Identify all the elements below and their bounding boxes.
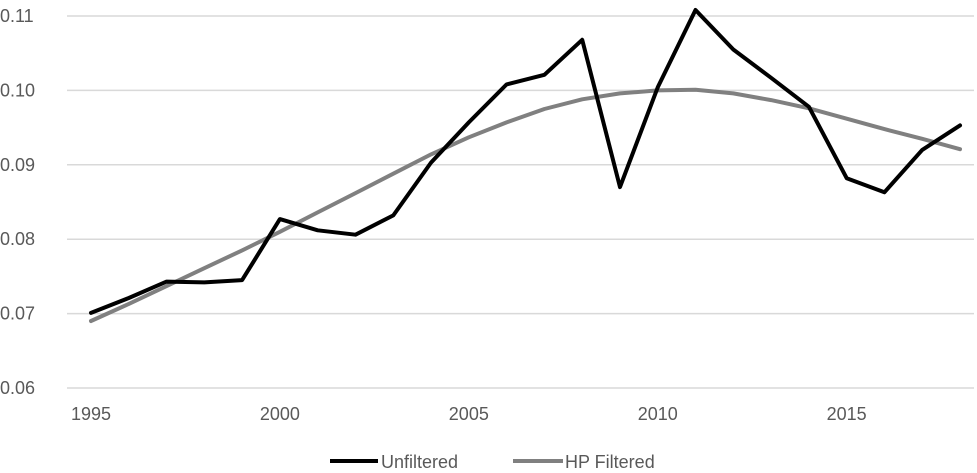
- legend-label-unfiltered: Unfiltered: [381, 452, 458, 472]
- y-tick-label: 0.11: [0, 6, 34, 26]
- x-tick-label: 2010: [638, 404, 678, 424]
- series-lines: [89, 8, 962, 323]
- x-tick-label: 2015: [827, 404, 867, 424]
- x-tick-label: 2005: [449, 404, 489, 424]
- gridlines: [67, 15, 974, 389]
- legend: Unfiltered HP Filtered: [330, 452, 655, 472]
- y-tick-label: 0.06: [0, 378, 35, 398]
- series-line-hp-filtered: [89, 87, 962, 323]
- y-tick-label: 0.08: [0, 229, 35, 249]
- y-tick-label: 0.07: [0, 304, 35, 324]
- legend-label-hp-filtered: HP Filtered: [565, 452, 655, 472]
- x-tick-label: 1995: [71, 404, 111, 424]
- x-axis-tick-labels: 1995 2000 2005 2010 2015: [71, 404, 867, 424]
- series-line-unfiltered: [89, 8, 962, 315]
- y-tick-label: 0.10: [0, 80, 35, 100]
- y-tick-label: 0.09: [0, 155, 35, 175]
- x-tick-label: 2000: [260, 404, 300, 424]
- y-axis-tick-labels: 0.06 0.07 0.08 0.09 0.10 0.11: [0, 6, 35, 398]
